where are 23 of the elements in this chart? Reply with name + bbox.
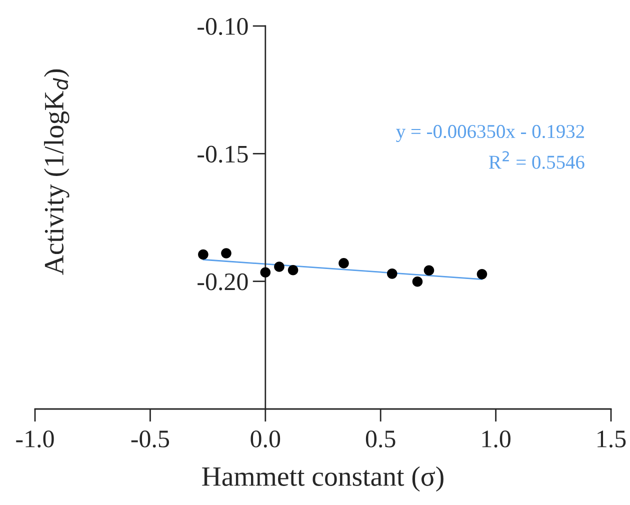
point bbox=[260, 267, 271, 278]
point bbox=[338, 258, 349, 268]
annotation: R$^{2}$ = 0.5546 bbox=[489, 151, 584, 169]
point bbox=[221, 248, 232, 258]
point bbox=[412, 276, 423, 287]
x-axis-title: Hammett constant (σ) bbox=[202, 466, 444, 492]
x-tick-label: -1.0 bbox=[16, 430, 54, 448]
x-tick-label: 0.5 bbox=[366, 430, 396, 448]
point bbox=[274, 262, 284, 272]
point bbox=[386, 268, 398, 279]
x-tick-label: 0.0 bbox=[250, 430, 280, 448]
point bbox=[476, 269, 488, 280]
point bbox=[424, 265, 434, 276]
x-tick-label: -0.5 bbox=[131, 430, 170, 448]
y-tick-label: -0.10 bbox=[198, 18, 248, 36]
x-tick-label: 1.0 bbox=[482, 430, 510, 448]
point bbox=[288, 264, 298, 276]
x-tick-label: 1.5 bbox=[598, 430, 626, 448]
y-axis-title: Activity (1/logK$_{d}$) bbox=[44, 69, 70, 275]
annotation: y = -0.006350x - 0.1932 bbox=[396, 124, 584, 142]
point bbox=[198, 249, 208, 260]
y-tick-label: -0.20 bbox=[198, 273, 248, 290]
y-tick-label: -0.15 bbox=[198, 146, 248, 163]
